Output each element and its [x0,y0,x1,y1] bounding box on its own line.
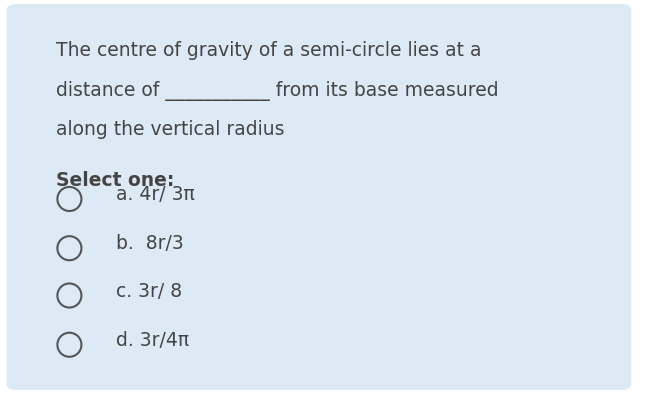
Point [64,196,75,202]
Point [64,342,75,348]
Text: b.  8r/3: b. 8r/3 [116,234,183,253]
Text: distance of ___________ from its base measured: distance of ___________ from its base me… [56,81,499,101]
Text: a. 4r/ 3π: a. 4r/ 3π [116,185,194,204]
FancyBboxPatch shape [7,4,631,390]
Text: d. 3r/4π: d. 3r/4π [116,331,189,350]
Text: Select one:: Select one: [56,171,175,190]
Text: along the vertical radius: along the vertical radius [56,120,285,139]
Point [64,292,75,299]
Point [64,245,75,251]
Text: The centre of gravity of a semi-circle lies at a: The centre of gravity of a semi-circle l… [56,41,482,60]
Text: c. 3r/ 8: c. 3r/ 8 [116,282,182,301]
